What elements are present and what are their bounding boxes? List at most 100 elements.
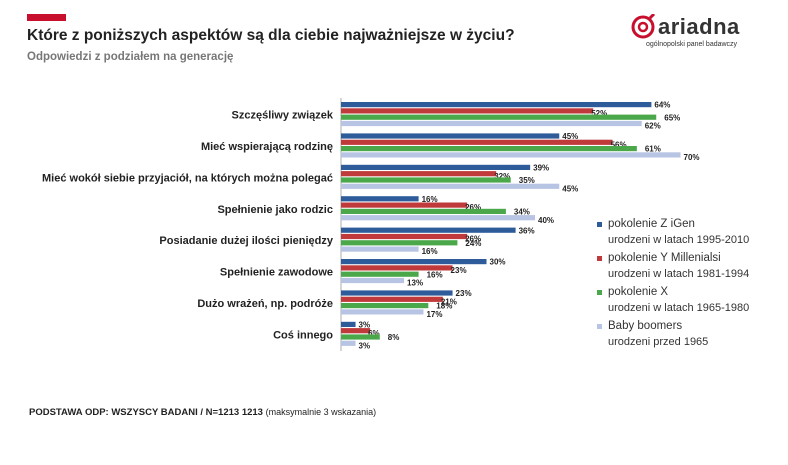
data-label: 35%: [519, 176, 535, 185]
bar: [341, 183, 560, 189]
data-label: 52%: [591, 109, 607, 118]
bar: [341, 246, 419, 252]
footer-remark: (maksymalnie 3 wskazania): [265, 407, 377, 417]
data-label: 34%: [514, 208, 530, 217]
data-label: 32%: [494, 172, 510, 181]
data-label: 61%: [645, 145, 661, 154]
bar: [341, 208, 506, 214]
data-label: 21%: [441, 297, 457, 306]
data-label: 8%: [388, 333, 400, 342]
bar: [341, 108, 594, 114]
legend-label: pokolenie Z iGen: [608, 218, 695, 230]
legend-sublabel: urodzeni w latach 1965-1980: [608, 302, 750, 314]
logo-tagline: ogólnopolski panel badawczy: [646, 41, 738, 48]
ariadna-logo: ariadna ogólnopolski panel badawczy: [630, 14, 770, 54]
legend-swatch-gen-z: [597, 222, 602, 227]
legend-sublabel: urodzeni przed 1965: [608, 336, 709, 348]
category-label: Mieć wokół siebie przyjaciół, na których…: [42, 172, 333, 184]
bar: [341, 196, 419, 202]
legend-sublabel: urodzeni w latach 1995-2010: [608, 234, 750, 246]
data-label: 62%: [645, 122, 661, 131]
data-label: 18%: [436, 302, 452, 311]
data-label: 23%: [451, 266, 467, 275]
legend-item-gen-x: pokolenie X urodzeni w latach 1965-1980: [597, 286, 777, 320]
legend-label: pokolenie X: [608, 286, 669, 298]
data-label: 39%: [533, 164, 549, 173]
bar: [341, 259, 487, 265]
data-label: 16%: [422, 195, 438, 204]
legend-label: pokolenie Y Millenialsi: [608, 252, 721, 264]
data-label: 45%: [562, 184, 578, 193]
accent-bar: [27, 14, 66, 21]
legend-swatch-gen-x: [597, 290, 602, 295]
footer-note: PODSTAWA ODP: WSZYSCY BADANI / N=1213 12…: [29, 407, 376, 418]
category-label: Mieć wspierającą rodzinę: [201, 141, 333, 153]
data-label: 13%: [407, 279, 423, 288]
data-label: 45%: [562, 132, 578, 141]
data-label: 64%: [654, 101, 670, 110]
bar: [341, 240, 458, 246]
bar: [341, 271, 419, 277]
legend-item-boomers: Baby boomers urodzeni przed 1965: [597, 320, 777, 354]
bar: [341, 265, 453, 271]
bar: [341, 296, 443, 302]
data-label: 36%: [519, 226, 535, 235]
data-label: 40%: [538, 216, 554, 225]
bar: [341, 215, 535, 221]
data-label: 6%: [368, 329, 380, 338]
data-label: 30%: [490, 258, 506, 267]
category-label: Posiadanie dużej ilości pieniędzy: [159, 235, 333, 247]
bar: [341, 202, 468, 208]
bar: [341, 164, 531, 170]
bar: [341, 102, 652, 108]
data-label: 17%: [426, 310, 442, 319]
category-label: Szczęśliwy związek: [232, 110, 334, 122]
bar: [341, 303, 429, 309]
page-title: Które z poniższych aspektów są dla ciebi…: [27, 27, 515, 44]
bar: [341, 290, 453, 296]
data-label: 16%: [422, 247, 438, 256]
bar: [341, 309, 424, 315]
category-label: Spełnienie zawodowe: [220, 267, 333, 279]
data-label: 56%: [611, 140, 627, 149]
logo-name: ariadna: [658, 14, 740, 39]
bar: [341, 233, 468, 240]
legend: pokolenie Z iGen urodzeni w latach 1995-…: [597, 218, 777, 354]
bar: [341, 146, 637, 152]
bar: [341, 152, 681, 158]
data-label: 26%: [465, 235, 481, 244]
bar: [341, 328, 371, 334]
footer-base: PODSTAWA ODP: WSZYSCY BADANI / N=1213 12…: [29, 407, 263, 418]
bar: [341, 340, 356, 346]
bar: [341, 133, 560, 139]
data-label: 3%: [359, 341, 371, 350]
bar: [341, 114, 657, 120]
legend-swatch-boomers: [597, 324, 602, 329]
legend-swatch-gen-y: [597, 256, 602, 261]
ariadna-logo-icon: [631, 14, 656, 39]
bar: [341, 171, 497, 177]
category-label: Dużo wrażeń, np. podróże: [197, 298, 333, 310]
legend-label: Baby boomers: [608, 320, 683, 332]
data-label: 65%: [664, 113, 680, 122]
bar: [341, 277, 405, 284]
data-label: 26%: [465, 203, 481, 212]
bar: [341, 177, 511, 183]
legend-sublabel: urodzeni w latach 1981-1994: [608, 268, 750, 280]
data-label: 3%: [359, 321, 371, 330]
page-subtitle: Odpowiedzi z podziałem na generację: [27, 51, 234, 63]
legend-item-gen-y: pokolenie Y Millenialsi urodzeni w latac…: [597, 252, 777, 286]
bar: [341, 139, 613, 145]
data-label: 24%: [465, 239, 481, 248]
data-label: 16%: [427, 270, 443, 279]
legend-item-gen-z: pokolenie Z iGen urodzeni w latach 1995-…: [597, 218, 777, 252]
category-label: Spełnienie jako rodzic: [217, 204, 333, 216]
data-label: 70%: [684, 153, 700, 162]
bar: [341, 334, 380, 340]
bar: [341, 120, 642, 127]
data-label: 23%: [456, 289, 472, 298]
bar: [341, 321, 356, 327]
category-label: Coś innego: [273, 329, 333, 341]
bar: [341, 227, 516, 233]
